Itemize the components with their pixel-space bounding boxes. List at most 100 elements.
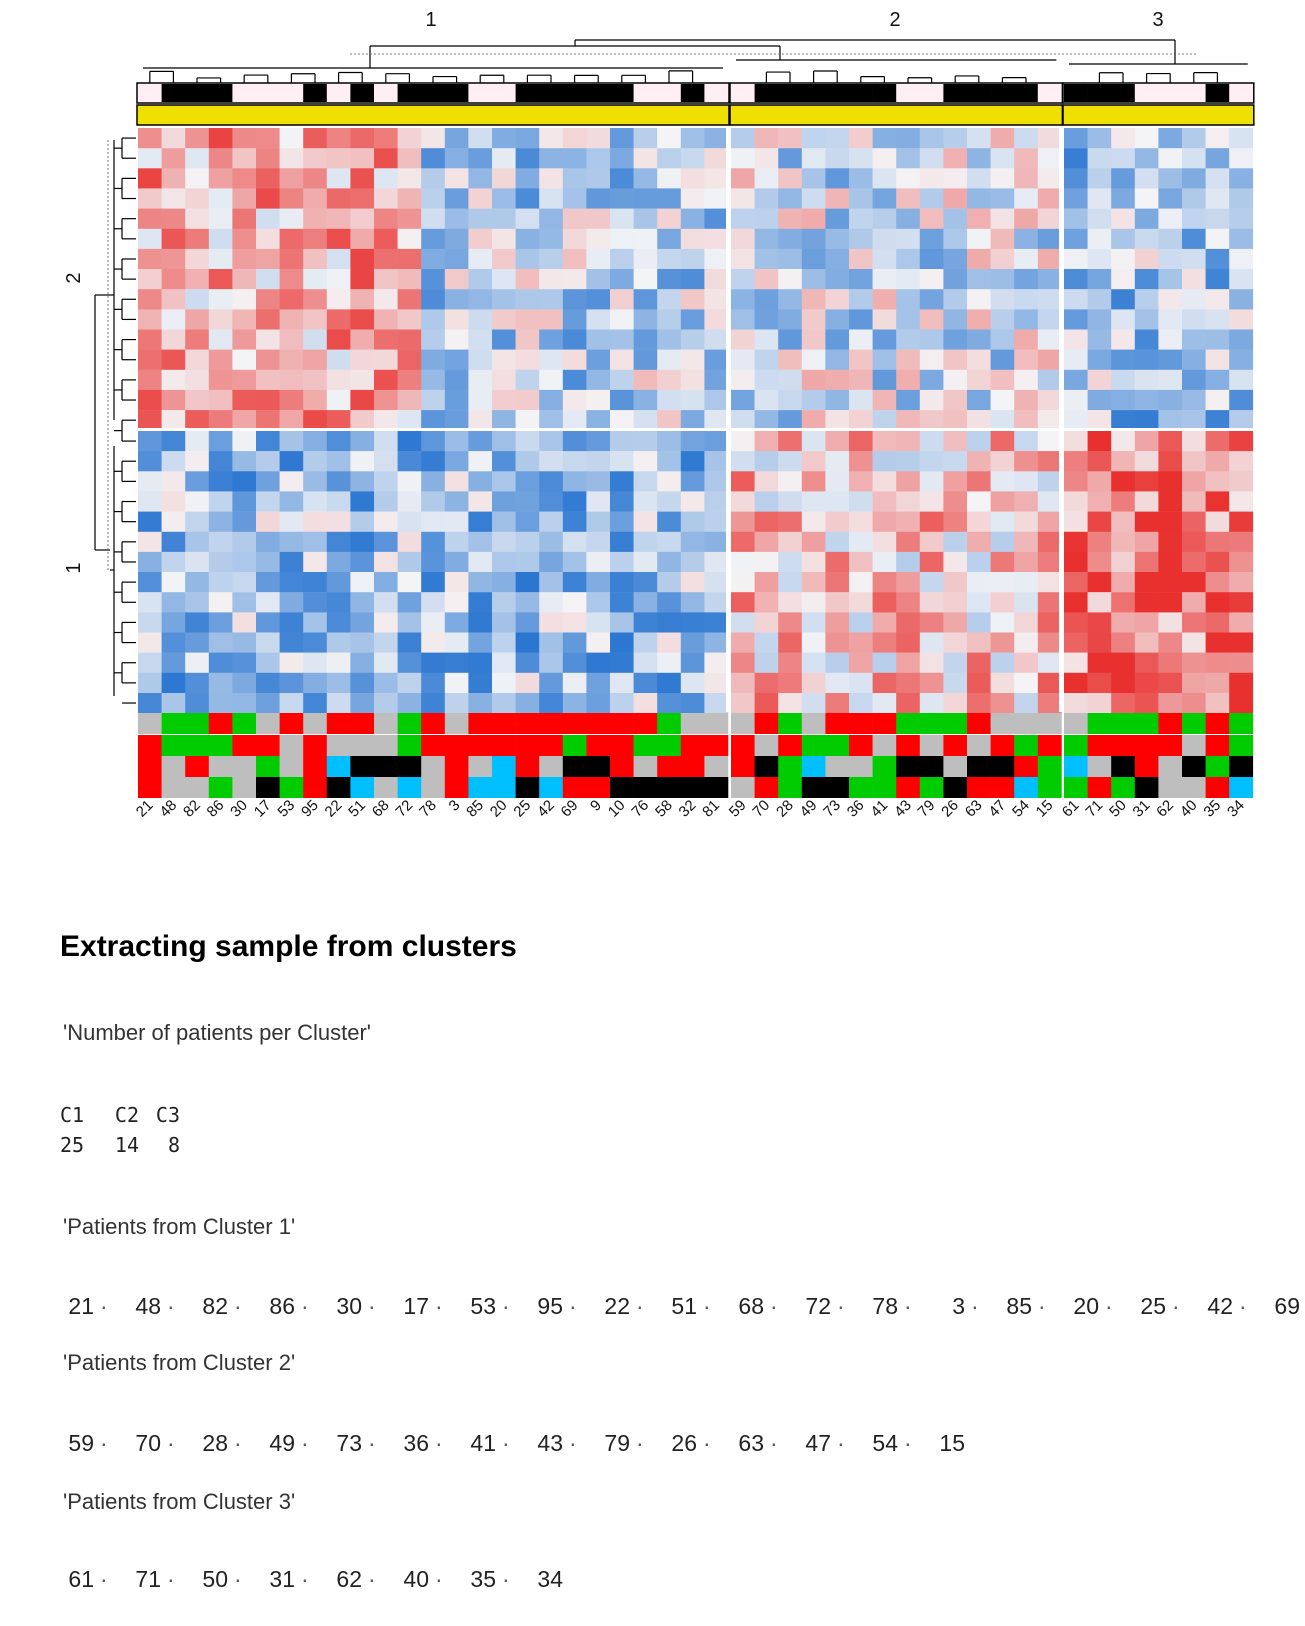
heatmap-cell bbox=[208, 329, 233, 350]
heatmap-cell bbox=[943, 349, 968, 370]
heatmap-cell bbox=[515, 431, 540, 452]
heatmap-cell bbox=[468, 369, 493, 391]
heatmap-cell bbox=[657, 248, 682, 270]
cluster1-title: 'Patients from Cluster 1' bbox=[63, 1214, 296, 1239]
list-separator: · bbox=[636, 1430, 644, 1456]
heatmap-cell bbox=[279, 208, 304, 229]
heatmap-cell bbox=[1014, 188, 1039, 209]
heatmap-cell bbox=[208, 612, 233, 633]
heatmap-cell bbox=[1064, 228, 1088, 250]
cluster2-patient-item: 54 · bbox=[864, 1430, 931, 1457]
heatmap-cell bbox=[444, 148, 469, 169]
heatmap-cell bbox=[633, 148, 658, 169]
heatmap-cell bbox=[468, 451, 493, 472]
heatmap-cell bbox=[967, 228, 991, 250]
heatmap-cell bbox=[232, 208, 257, 229]
heatmap-cell bbox=[326, 551, 351, 573]
heatmap-cell bbox=[232, 451, 257, 472]
cluster2-patient-value: 47 bbox=[805, 1430, 831, 1456]
top-annotation-cell bbox=[350, 84, 375, 102]
bottom-annotation-cell bbox=[633, 777, 658, 798]
heatmap-cell bbox=[562, 652, 587, 673]
heatmap-cell bbox=[872, 228, 897, 250]
heatmap-cell bbox=[279, 693, 304, 714]
bottom-annotation-cell bbox=[374, 713, 398, 734]
heatmap-cell bbox=[967, 168, 991, 189]
heatmap-cell bbox=[515, 632, 540, 653]
bottom-annotation-cell bbox=[680, 735, 705, 756]
heatmap-cell bbox=[492, 592, 516, 613]
heatmap-cell bbox=[374, 632, 398, 653]
heatmap-cell bbox=[185, 551, 210, 573]
heatmap-cell bbox=[539, 592, 564, 613]
heatmap-cell bbox=[778, 491, 803, 512]
heatmap-cell bbox=[185, 592, 210, 613]
heatmap-cell bbox=[138, 309, 162, 330]
heatmap-cell bbox=[1182, 329, 1206, 350]
heatmap-cell bbox=[1229, 572, 1254, 593]
heatmap-cell bbox=[444, 491, 469, 512]
heatmap-cell bbox=[1134, 572, 1159, 593]
cluster3-patient-value: 40 bbox=[403, 1566, 429, 1592]
heatmap-cell bbox=[778, 592, 803, 613]
heatmap-cell bbox=[256, 693, 280, 714]
heatmap-cell bbox=[1111, 572, 1136, 593]
heatmap-cell bbox=[421, 349, 446, 370]
bottom-annotation-cell bbox=[1087, 777, 1112, 798]
heatmap-cell bbox=[492, 188, 516, 209]
heatmap-cell bbox=[896, 551, 921, 573]
heatmap-cell bbox=[492, 309, 516, 330]
heatmap-cell bbox=[303, 491, 328, 512]
heatmap-cell bbox=[1037, 531, 1062, 553]
heatmap-cell bbox=[326, 329, 351, 350]
heatmap-cell bbox=[492, 612, 516, 633]
heatmap-cell bbox=[185, 693, 210, 714]
heatmap-cell bbox=[801, 451, 826, 472]
heatmap-cell bbox=[872, 369, 897, 391]
heatmap-cell bbox=[1014, 248, 1039, 270]
heatmap-cell bbox=[326, 188, 351, 209]
bottom-annotation-cell bbox=[586, 735, 611, 756]
heatmap-cell bbox=[421, 693, 446, 714]
cluster-count-table: C1 C2 C3 25 14 8 bbox=[60, 1100, 180, 1160]
heatmap-cell bbox=[610, 289, 634, 310]
heatmap-cell bbox=[421, 632, 446, 653]
bottom-annotation-cell bbox=[350, 713, 375, 734]
bottom-annotation-cell bbox=[943, 777, 968, 798]
top-annotation-cell bbox=[1182, 84, 1206, 102]
heatmap-cell bbox=[232, 389, 257, 411]
bottom-annotation-cell bbox=[680, 756, 705, 777]
heatmap-cell bbox=[919, 369, 944, 391]
heatmap-cell bbox=[633, 309, 658, 330]
heatmap-cell bbox=[515, 612, 540, 633]
heatmap-cell bbox=[397, 168, 422, 189]
heatmap-cell bbox=[657, 431, 682, 452]
heatmap-cell bbox=[801, 188, 826, 209]
heatmap-cell bbox=[825, 572, 850, 593]
sample-label: 42 bbox=[534, 797, 558, 821]
heatmap-cell bbox=[1229, 531, 1254, 553]
heatmap-cell bbox=[303, 369, 328, 391]
heatmap-cell bbox=[967, 491, 991, 512]
sample-label: 30 bbox=[227, 797, 251, 821]
heatmap-cell bbox=[680, 511, 705, 532]
bottom-annotation-cell bbox=[138, 713, 162, 734]
heatmap-cell bbox=[943, 451, 968, 472]
heatmap-cell bbox=[350, 431, 375, 452]
heatmap-cell bbox=[256, 148, 280, 169]
heatmap-cell bbox=[633, 491, 658, 512]
heatmap-cell bbox=[586, 228, 611, 250]
heatmap-cell bbox=[731, 491, 755, 512]
heatmap-cell bbox=[754, 612, 779, 633]
list-separator: · bbox=[368, 1566, 376, 1592]
heatmap-cell bbox=[515, 491, 540, 512]
heatmap-cell bbox=[232, 168, 257, 189]
bottom-annotation-cell bbox=[849, 777, 873, 798]
heatmap-cell bbox=[1014, 632, 1039, 653]
heatmap-cell bbox=[1182, 672, 1206, 694]
heatmap-cell bbox=[1205, 551, 1230, 573]
heatmap-cell bbox=[468, 208, 493, 229]
heatmap-cell bbox=[704, 551, 729, 573]
heatmap-cell bbox=[657, 208, 682, 229]
heatmap-cell bbox=[919, 389, 944, 411]
